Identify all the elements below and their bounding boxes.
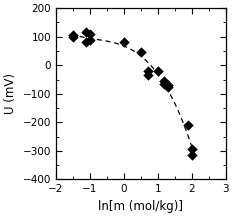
Point [71, 34, 75, 37]
Point [122, 41, 126, 44]
Point [88, 32, 92, 36]
Point [146, 69, 149, 73]
Point [85, 41, 88, 44]
Point [85, 31, 88, 34]
X-axis label: ln[m (mol/kg)]: ln[m (mol/kg)] [98, 200, 183, 213]
Point [71, 35, 75, 38]
Point [146, 74, 149, 77]
Point [156, 69, 160, 73]
Point [163, 82, 166, 85]
Point [190, 153, 193, 157]
Point [166, 84, 170, 87]
Point [88, 38, 92, 41]
Y-axis label: U (mV): U (mV) [4, 73, 17, 114]
Point [190, 148, 193, 151]
Point [163, 79, 166, 83]
Point [186, 123, 190, 127]
Point [166, 85, 170, 88]
Point [139, 50, 143, 53]
